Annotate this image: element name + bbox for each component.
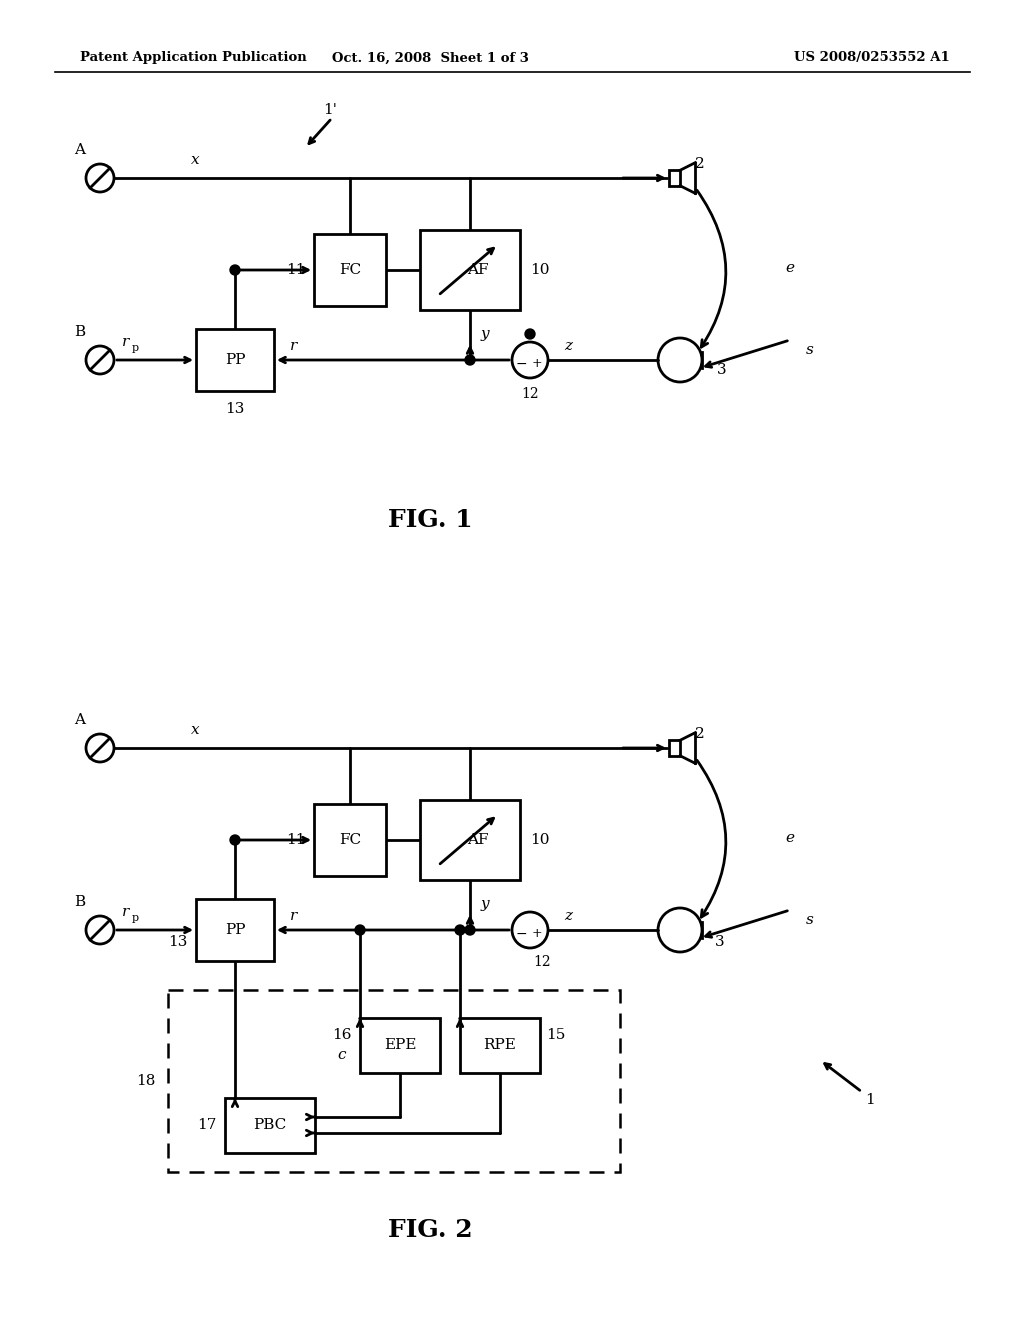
Text: r: r	[123, 906, 130, 919]
Text: s: s	[806, 913, 814, 927]
Text: 3: 3	[717, 363, 727, 378]
Bar	[196, 899, 274, 961]
Text: y: y	[480, 327, 489, 341]
Text: A: A	[75, 713, 85, 727]
Text: 2: 2	[694, 727, 705, 741]
Text: 2: 2	[694, 157, 705, 172]
Text: p: p	[131, 913, 138, 923]
Text: Patent Application Publication: Patent Application Publication	[80, 51, 307, 65]
Text: 3: 3	[715, 935, 725, 949]
Text: r: r	[123, 335, 130, 348]
Text: FIG. 2: FIG. 2	[388, 1218, 472, 1242]
Circle shape	[355, 925, 365, 935]
Text: −: −	[515, 927, 526, 941]
Bar	[669, 170, 680, 186]
Text: PBC: PBC	[253, 1118, 287, 1133]
Text: e: e	[785, 832, 795, 845]
Text: B: B	[75, 325, 86, 339]
Text: e: e	[785, 261, 795, 275]
Text: +: +	[531, 927, 543, 940]
Text: 12: 12	[521, 387, 539, 401]
Circle shape	[230, 265, 240, 275]
Text: −: −	[515, 356, 526, 371]
Text: y: y	[480, 898, 489, 911]
Text: PP: PP	[224, 352, 246, 367]
Text: z: z	[564, 339, 572, 352]
Text: s: s	[806, 343, 814, 356]
Text: 17: 17	[198, 1118, 217, 1133]
Text: US 2008/0253552 A1: US 2008/0253552 A1	[795, 51, 950, 65]
Bar	[225, 1097, 315, 1152]
Circle shape	[455, 925, 465, 935]
Text: AF: AF	[467, 833, 488, 847]
Bar	[460, 1018, 540, 1072]
Text: FC: FC	[339, 833, 361, 847]
Text: 15: 15	[547, 1028, 565, 1041]
Text: z: z	[564, 909, 572, 923]
Bar	[420, 800, 520, 880]
Text: 10: 10	[530, 263, 550, 277]
Text: x: x	[190, 723, 200, 737]
Bar	[669, 741, 680, 755]
Text: +: +	[531, 358, 543, 370]
Text: 11: 11	[287, 263, 306, 277]
Text: 12: 12	[534, 954, 551, 969]
Text: 18: 18	[136, 1074, 156, 1088]
Bar	[314, 234, 386, 306]
Text: RPE: RPE	[483, 1038, 516, 1052]
Bar	[360, 1018, 440, 1072]
Text: r: r	[291, 339, 298, 352]
Text: EPE: EPE	[384, 1038, 416, 1052]
Circle shape	[465, 355, 475, 366]
Text: PP: PP	[224, 923, 246, 937]
Text: p: p	[131, 343, 138, 352]
Bar	[196, 329, 274, 391]
Text: Oct. 16, 2008  Sheet 1 of 3: Oct. 16, 2008 Sheet 1 of 3	[332, 51, 528, 65]
Bar	[168, 990, 620, 1172]
Text: x: x	[190, 153, 200, 168]
Text: FC: FC	[339, 263, 361, 277]
Circle shape	[465, 925, 475, 935]
Text: 1': 1'	[323, 103, 337, 117]
Text: r: r	[291, 909, 298, 923]
Text: 16: 16	[332, 1028, 352, 1041]
Bar	[420, 230, 520, 310]
Text: c: c	[338, 1048, 346, 1063]
Circle shape	[525, 329, 535, 339]
Text: A: A	[75, 143, 85, 157]
Circle shape	[230, 836, 240, 845]
Text: FIG. 1: FIG. 1	[388, 508, 472, 532]
Text: B: B	[75, 895, 86, 909]
Bar	[314, 804, 386, 876]
Text: 13: 13	[225, 403, 245, 416]
Text: 13: 13	[168, 935, 187, 949]
Text: AF: AF	[467, 263, 488, 277]
Text: 11: 11	[287, 833, 306, 847]
Text: 1: 1	[865, 1093, 874, 1107]
Text: 10: 10	[530, 833, 550, 847]
